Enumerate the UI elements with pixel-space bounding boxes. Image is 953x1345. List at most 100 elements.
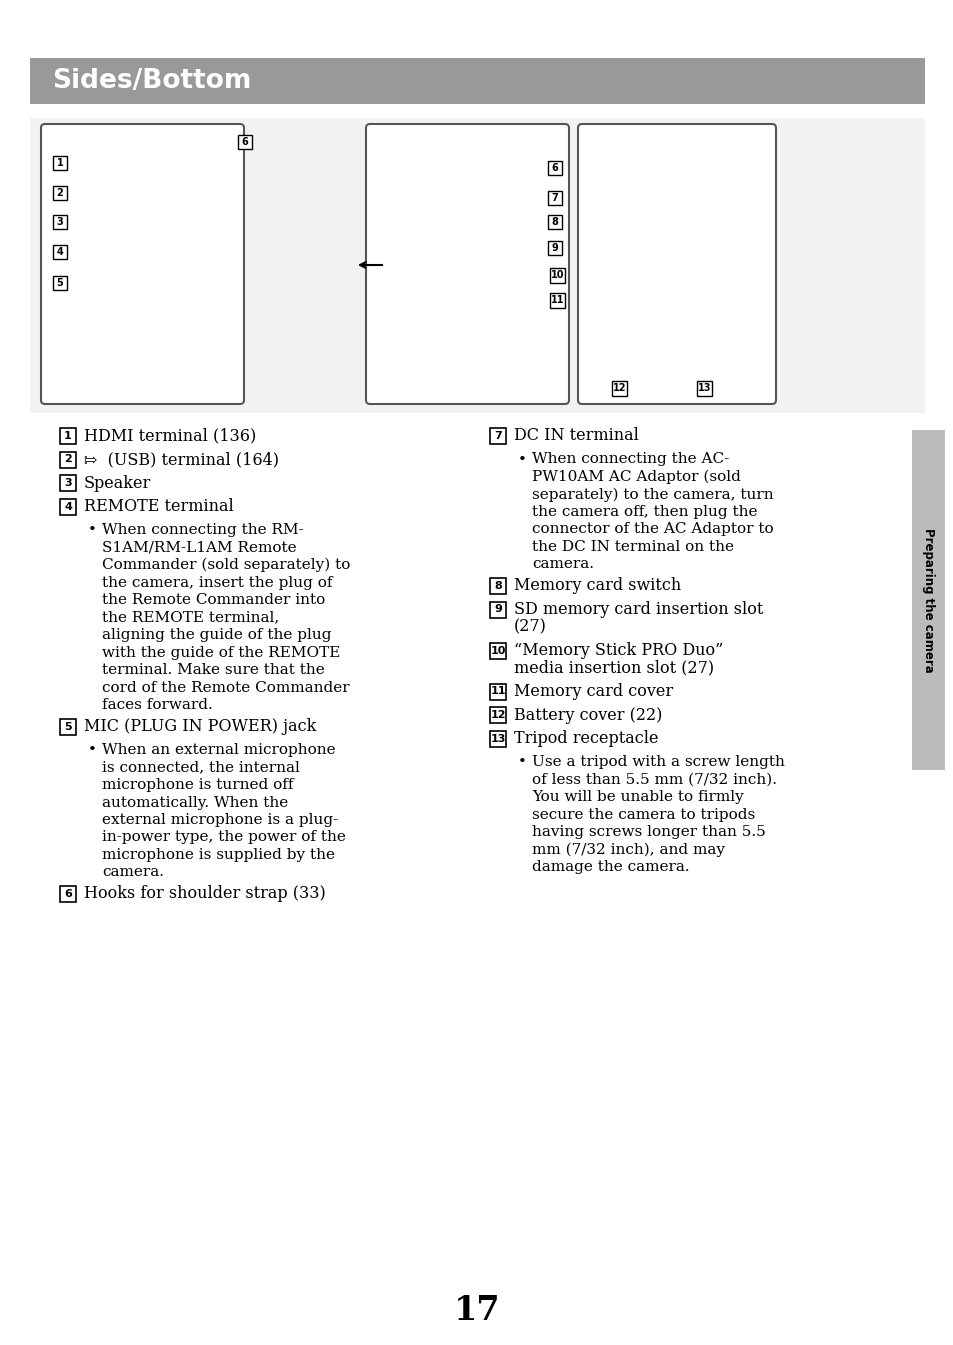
Text: media insertion slot (27): media insertion slot (27) xyxy=(514,659,714,677)
Text: 13: 13 xyxy=(698,383,711,393)
FancyBboxPatch shape xyxy=(60,718,76,734)
Text: •: • xyxy=(88,742,97,757)
FancyBboxPatch shape xyxy=(578,124,775,404)
Text: S1AM/RM-L1AM Remote: S1AM/RM-L1AM Remote xyxy=(102,541,296,554)
FancyBboxPatch shape xyxy=(60,475,76,491)
Text: 11: 11 xyxy=(551,295,564,305)
FancyBboxPatch shape xyxy=(53,156,67,169)
Text: the camera, insert the plug of: the camera, insert the plug of xyxy=(102,576,333,589)
Text: 6: 6 xyxy=(241,137,248,147)
Text: When connecting the AC-: When connecting the AC- xyxy=(532,452,728,467)
Text: 9: 9 xyxy=(494,604,501,615)
FancyBboxPatch shape xyxy=(490,707,505,724)
FancyBboxPatch shape xyxy=(490,428,505,444)
FancyBboxPatch shape xyxy=(547,191,561,204)
Text: Speaker: Speaker xyxy=(84,475,152,491)
FancyBboxPatch shape xyxy=(547,161,561,175)
Text: microphone is turned off: microphone is turned off xyxy=(102,777,294,792)
FancyBboxPatch shape xyxy=(547,241,561,256)
Text: camera.: camera. xyxy=(532,557,594,572)
FancyBboxPatch shape xyxy=(550,268,565,282)
FancyBboxPatch shape xyxy=(53,276,67,291)
Text: When an external microphone: When an external microphone xyxy=(102,742,335,757)
Text: 1: 1 xyxy=(56,157,63,168)
FancyBboxPatch shape xyxy=(550,292,565,308)
Text: aligning the guide of the plug: aligning the guide of the plug xyxy=(102,628,331,642)
Bar xyxy=(30,58,924,104)
Text: DC IN terminal: DC IN terminal xyxy=(514,428,639,444)
Text: the REMOTE terminal,: the REMOTE terminal, xyxy=(102,611,279,624)
Text: of less than 5.5 mm (7/32 inch).: of less than 5.5 mm (7/32 inch). xyxy=(532,772,776,787)
Text: the camera off, then plug the: the camera off, then plug the xyxy=(532,504,757,519)
Text: Memory card switch: Memory card switch xyxy=(514,577,680,594)
Text: 10: 10 xyxy=(551,270,564,280)
Text: separately) to the camera, turn: separately) to the camera, turn xyxy=(532,487,773,502)
Text: is connected, the internal: is connected, the internal xyxy=(102,760,299,775)
Text: 8: 8 xyxy=(551,217,558,227)
Text: 12: 12 xyxy=(613,383,626,393)
FancyBboxPatch shape xyxy=(490,601,505,617)
Text: 3: 3 xyxy=(64,477,71,488)
Text: SD memory card insertion slot: SD memory card insertion slot xyxy=(514,601,762,617)
Text: camera.: camera. xyxy=(102,865,164,880)
Text: Preparing the camera: Preparing the camera xyxy=(921,527,934,672)
Text: ⇰  (USB) terminal (164): ⇰ (USB) terminal (164) xyxy=(84,451,278,468)
Text: 2: 2 xyxy=(56,188,63,198)
Bar xyxy=(30,118,924,413)
Text: external microphone is a plug-: external microphone is a plug- xyxy=(102,812,338,827)
Text: 3: 3 xyxy=(56,217,63,227)
Text: 10: 10 xyxy=(490,646,505,655)
Text: faces forward.: faces forward. xyxy=(102,698,213,712)
Text: REMOTE terminal: REMOTE terminal xyxy=(84,498,233,515)
FancyBboxPatch shape xyxy=(53,186,67,200)
Text: Use a tripod with a screw length: Use a tripod with a screw length xyxy=(532,755,784,769)
Text: 13: 13 xyxy=(490,733,505,744)
FancyBboxPatch shape xyxy=(612,381,627,395)
Text: connector of the AC Adaptor to: connector of the AC Adaptor to xyxy=(532,522,773,537)
FancyBboxPatch shape xyxy=(60,499,76,515)
Text: When connecting the RM-: When connecting the RM- xyxy=(102,523,303,537)
FancyBboxPatch shape xyxy=(60,452,76,468)
Text: •: • xyxy=(517,452,526,467)
Text: 4: 4 xyxy=(56,247,63,257)
Text: damage the camera.: damage the camera. xyxy=(532,859,689,874)
FancyBboxPatch shape xyxy=(60,886,76,902)
FancyBboxPatch shape xyxy=(697,381,712,395)
Text: microphone is supplied by the: microphone is supplied by the xyxy=(102,847,335,862)
Text: 7: 7 xyxy=(494,430,501,441)
Text: 8: 8 xyxy=(494,581,501,590)
Text: 2: 2 xyxy=(64,455,71,464)
Text: 6: 6 xyxy=(64,889,71,898)
Text: •: • xyxy=(88,523,97,537)
Text: secure the camera to tripods: secure the camera to tripods xyxy=(532,807,755,822)
FancyBboxPatch shape xyxy=(490,730,505,746)
Text: •: • xyxy=(517,755,526,769)
Text: having screws longer than 5.5: having screws longer than 5.5 xyxy=(532,824,765,839)
Text: 5: 5 xyxy=(64,721,71,732)
FancyBboxPatch shape xyxy=(366,124,568,404)
Text: in-power type, the power of the: in-power type, the power of the xyxy=(102,830,346,845)
Text: 1: 1 xyxy=(64,430,71,441)
Bar xyxy=(911,430,944,769)
Text: 17: 17 xyxy=(454,1294,499,1326)
Text: 6: 6 xyxy=(551,163,558,174)
FancyBboxPatch shape xyxy=(60,428,76,444)
Text: HDMI terminal (136): HDMI terminal (136) xyxy=(84,428,256,444)
Text: terminal. Make sure that the: terminal. Make sure that the xyxy=(102,663,324,677)
FancyBboxPatch shape xyxy=(490,683,505,699)
Text: Tripod receptacle: Tripod receptacle xyxy=(514,730,658,746)
Text: Hooks for shoulder strap (33): Hooks for shoulder strap (33) xyxy=(84,885,325,902)
FancyBboxPatch shape xyxy=(237,134,252,149)
Text: PW10AM AC Adaptor (sold: PW10AM AC Adaptor (sold xyxy=(532,469,740,484)
FancyBboxPatch shape xyxy=(53,215,67,229)
FancyBboxPatch shape xyxy=(41,124,244,404)
FancyBboxPatch shape xyxy=(53,245,67,260)
Text: “Memory Stick PRO Duo”: “Memory Stick PRO Duo” xyxy=(514,642,722,659)
Text: automatically. When the: automatically. When the xyxy=(102,795,288,810)
Text: 9: 9 xyxy=(551,243,558,253)
Text: 4: 4 xyxy=(64,502,71,511)
Text: 12: 12 xyxy=(490,710,505,720)
Text: cord of the Remote Commander: cord of the Remote Commander xyxy=(102,681,349,694)
FancyBboxPatch shape xyxy=(490,578,505,594)
FancyBboxPatch shape xyxy=(547,215,561,229)
